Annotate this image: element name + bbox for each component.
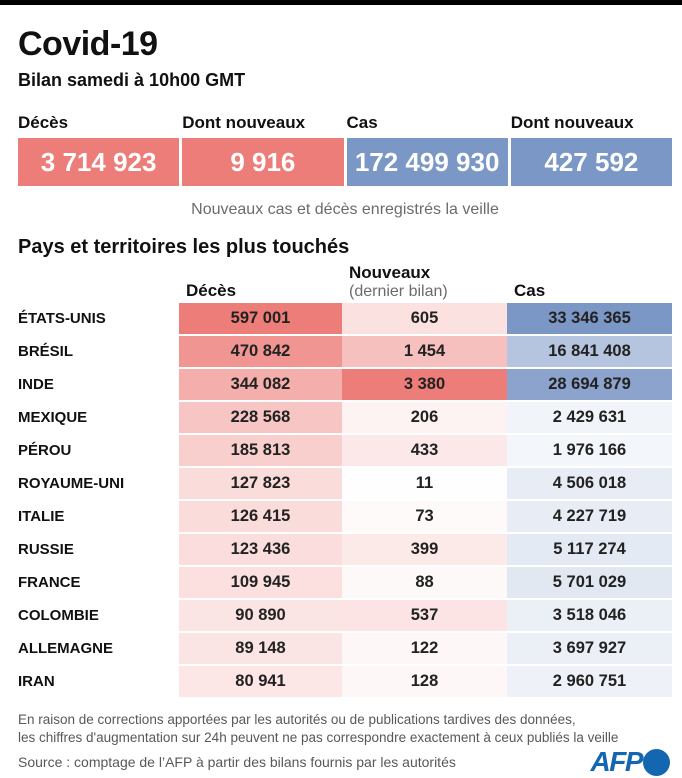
cases-cell: 4 506 018 <box>507 467 672 501</box>
cases-cell: 28 694 879 <box>507 368 672 402</box>
new-cases-cell: 3 380 <box>342 368 507 402</box>
summary-stat-deaths-new: Dont nouveaux 9 916 <box>182 113 344 186</box>
top-black-bar <box>0 0 682 5</box>
summary-stat-cases-new: Dont nouveaux 427 592 <box>510 113 672 186</box>
table-header-new: Nouveaux (dernier bilan) <box>342 263 507 301</box>
deaths-cell: 344 082 <box>179 368 342 402</box>
cases-cell: 2 429 631 <box>507 401 672 435</box>
new-cases-cell: 399 <box>342 533 507 567</box>
table-row: PÉROU 185 813 433 1 976 166 <box>18 434 672 468</box>
new-cases-cell: 605 <box>342 302 507 336</box>
table-row: BRÉSIL 470 842 1 454 16 841 408 <box>18 335 672 369</box>
stat-label: Dont nouveaux <box>510 113 634 132</box>
country-table-header: Décès Nouveaux (dernier bilan) Cas <box>18 263 672 301</box>
page-title: Covid-19 <box>18 25 158 63</box>
country-name: RUSSIE <box>18 533 179 567</box>
stat-label: Dont nouveaux <box>182 113 306 132</box>
cases-cell: 1 976 166 <box>507 434 672 468</box>
deaths-cell: 90 890 <box>179 599 342 633</box>
country-name: BRÉSIL <box>18 335 179 369</box>
country-name: COLOMBIE <box>18 599 179 633</box>
deaths-cell: 123 436 <box>179 533 342 567</box>
country-name: INDE <box>18 368 179 402</box>
summary-note: Nouveaux cas et décès enregistrés la vei… <box>191 201 499 218</box>
summary-stats: Décès 3 714 923 Dont nouveaux 9 916 Cas … <box>18 113 672 186</box>
new-cases-cell: 537 <box>342 599 507 633</box>
country-name: MEXIQUE <box>18 401 179 435</box>
stat-value-box: 9 916 <box>182 138 344 186</box>
cases-cell: 2 960 751 <box>507 665 672 699</box>
deaths-cell: 597 001 <box>179 302 342 336</box>
table-row: ITALIE 126 415 73 4 227 719 <box>18 500 672 534</box>
country-table-body: ÉTATS-UNIS 597 001 605 33 346 365 BRÉSIL 470 … <box>18 302 672 699</box>
new-cases-cell: 73 <box>342 500 507 534</box>
summary-stat-cases-total: Cas 172 499 930 <box>346 113 508 186</box>
cases-cell: 16 841 408 <box>507 335 672 369</box>
table-row: INDE 344 082 3 380 28 694 879 <box>18 368 672 402</box>
afp-globe-icon <box>643 748 670 776</box>
table-header-new-label: Nouveaux <box>349 263 431 282</box>
table-row: ÉTATS-UNIS 597 001 605 33 346 365 <box>18 302 672 336</box>
deaths-cell: 470 842 <box>179 335 342 369</box>
country-name: FRANCE <box>18 566 179 600</box>
table-row: MEXIQUE 228 568 206 2 429 631 <box>18 401 672 435</box>
table-header-deaths: Décès <box>186 281 237 301</box>
table-row: ROYAUME-UNI 127 823 11 4 506 018 <box>18 467 672 501</box>
stat-value-box: 172 499 930 <box>346 138 508 186</box>
table-row: ALLEMAGNE 89 148 122 3 697 927 <box>18 632 672 666</box>
country-name: ROYAUME-UNI <box>18 467 179 501</box>
country-name: IRAN <box>18 665 179 699</box>
stat-value-box: 427 592 <box>510 138 672 186</box>
new-cases-cell: 122 <box>342 632 507 666</box>
cases-cell: 5 701 029 <box>507 566 672 600</box>
stat-value-box: 3 714 923 <box>18 138 180 186</box>
country-name: ÉTATS-UNIS <box>18 302 179 336</box>
footer-source: Source : comptage de l’AFP à partir des … <box>18 754 456 771</box>
cases-cell: 3 518 046 <box>507 599 672 633</box>
deaths-cell: 89 148 <box>179 632 342 666</box>
summary-stat-deaths-total: Décès 3 714 923 <box>18 113 180 186</box>
new-cases-cell: 1 454 <box>342 335 507 369</box>
new-cases-cell: 206 <box>342 401 507 435</box>
table-row: RUSSIE 123 436 399 5 117 274 <box>18 533 672 567</box>
country-name: PÉROU <box>18 434 179 468</box>
table-section-title: Pays et territoires les plus touchés <box>18 236 350 258</box>
country-name: ALLEMAGNE <box>18 632 179 666</box>
footer-disclaimer-line2: les chiffres d'augmentation sur 24h peuv… <box>18 730 619 746</box>
new-cases-cell: 433 <box>342 434 507 468</box>
footer: En raison de corrections apportées par l… <box>18 711 672 777</box>
footer-disclaimer-line1: En raison de corrections apportées par l… <box>18 711 576 727</box>
table-row: IRAN 80 941 128 2 960 751 <box>18 665 672 699</box>
new-cases-cell: 11 <box>342 467 507 501</box>
deaths-cell: 126 415 <box>179 500 342 534</box>
deaths-cell: 228 568 <box>179 401 342 435</box>
cases-cell: 33 346 365 <box>507 302 672 336</box>
deaths-cell: 80 941 <box>179 665 342 699</box>
cases-cell: 3 697 927 <box>507 632 672 666</box>
deaths-cell: 127 823 <box>179 467 342 501</box>
deaths-cell: 109 945 <box>179 566 342 600</box>
stat-label: Décès <box>18 113 69 132</box>
new-cases-cell: 88 <box>342 566 507 600</box>
new-cases-cell: 128 <box>342 665 507 699</box>
table-header-new-sublabel: (dernier bilan) <box>349 282 448 300</box>
table-row: FRANCE 109 945 88 5 701 029 <box>18 566 672 600</box>
cases-cell: 4 227 719 <box>507 500 672 534</box>
country-name: ITALIE <box>18 500 179 534</box>
afp-logo: AFP <box>590 746 670 778</box>
page-subtitle: Bilan samedi à 10h00 GMT <box>18 70 246 90</box>
stat-label: Cas <box>346 113 378 132</box>
table-row: COLOMBIE 90 890 537 3 518 046 <box>18 599 672 633</box>
table-header-cases: Cas <box>514 281 546 301</box>
cases-cell: 5 117 274 <box>507 533 672 567</box>
afp-logo-text: AFP <box>590 746 644 778</box>
deaths-cell: 185 813 <box>179 434 342 468</box>
